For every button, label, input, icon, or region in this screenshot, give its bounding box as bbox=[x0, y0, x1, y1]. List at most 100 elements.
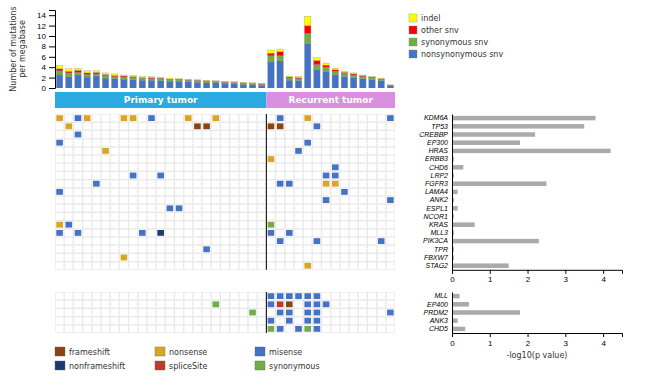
empty-cell bbox=[193, 180, 201, 187]
empty-cell bbox=[248, 238, 256, 245]
chart-container: 02468101214Number of mutationsper megaba… bbox=[0, 0, 650, 388]
empty-cell bbox=[74, 213, 82, 220]
mutation-cell bbox=[314, 293, 321, 299]
mutation-cell bbox=[213, 115, 220, 121]
empty-cell bbox=[74, 156, 82, 163]
empty-cell bbox=[377, 301, 385, 308]
empty-cell bbox=[248, 197, 256, 204]
empty-cell bbox=[258, 293, 266, 300]
empty-cell bbox=[267, 188, 275, 195]
empty-cell bbox=[267, 197, 275, 204]
empty-cell bbox=[230, 172, 238, 179]
empty-cell bbox=[193, 325, 201, 332]
empty-cell bbox=[221, 317, 229, 324]
legend-label: other snv bbox=[421, 26, 459, 35]
empty-cell bbox=[101, 262, 109, 269]
empty-cell bbox=[92, 309, 100, 316]
bar bbox=[139, 80, 145, 88]
empty-cell bbox=[368, 317, 376, 324]
empty-cell bbox=[267, 147, 275, 154]
empty-cell bbox=[350, 131, 358, 138]
bar bbox=[222, 81, 228, 83]
empty-cell bbox=[239, 172, 247, 179]
empty-cell bbox=[129, 238, 137, 245]
empty-cell bbox=[147, 293, 155, 300]
empty-cell bbox=[340, 221, 348, 228]
empty-cell bbox=[56, 325, 64, 332]
empty-cell bbox=[285, 188, 293, 195]
empty-cell bbox=[350, 246, 358, 253]
empty-cell bbox=[331, 317, 339, 324]
empty-cell bbox=[340, 115, 348, 122]
bar bbox=[194, 81, 200, 83]
legend-item: nonsynonymous snv bbox=[409, 50, 503, 59]
mutation-cell bbox=[268, 222, 275, 228]
mutation-cell bbox=[387, 310, 394, 316]
empty-cell bbox=[377, 115, 385, 122]
bar bbox=[249, 84, 255, 85]
empty-cell bbox=[193, 172, 201, 179]
x-axis: 01234 bbox=[450, 333, 622, 348]
empty-cell bbox=[377, 254, 385, 261]
y-tick: CREBBP bbox=[419, 131, 452, 138]
empty-cell bbox=[157, 293, 165, 300]
bar bbox=[157, 81, 163, 88]
empty-cell bbox=[294, 147, 302, 154]
empty-cell bbox=[147, 197, 155, 204]
bar bbox=[268, 62, 274, 88]
bar bbox=[194, 79, 200, 81]
empty-cell bbox=[230, 309, 238, 316]
empty-cell bbox=[65, 164, 73, 171]
mutation-cell bbox=[277, 326, 284, 332]
empty-cell bbox=[304, 213, 312, 220]
empty-cell bbox=[129, 229, 137, 236]
empty-cell bbox=[83, 301, 91, 308]
empty-cell bbox=[230, 262, 238, 269]
group-band-rect bbox=[55, 92, 266, 108]
empty-cell bbox=[193, 156, 201, 163]
mutation-cell bbox=[387, 115, 394, 121]
empty-cell bbox=[184, 293, 192, 300]
bar bbox=[314, 60, 320, 64]
empty-cell bbox=[350, 213, 358, 220]
bar bbox=[369, 80, 375, 88]
empty-cell bbox=[239, 221, 247, 228]
empty-cell bbox=[65, 246, 73, 253]
empty-cell bbox=[304, 115, 312, 122]
empty-cell bbox=[111, 325, 119, 332]
empty-cell bbox=[203, 246, 211, 253]
bar bbox=[369, 77, 375, 79]
legend-label: synonymous snv bbox=[421, 38, 488, 47]
empty-cell bbox=[239, 164, 247, 171]
empty-cell bbox=[267, 317, 275, 324]
empty-cell bbox=[193, 139, 201, 146]
empty-cell bbox=[239, 147, 247, 154]
empty-cell bbox=[239, 213, 247, 220]
x-axis: 01234 bbox=[450, 270, 622, 285]
mutation-cell bbox=[167, 205, 174, 211]
empty-cell bbox=[294, 188, 302, 195]
empty-cell bbox=[120, 147, 128, 154]
pvalue-bar bbox=[452, 302, 469, 307]
empty-cell bbox=[368, 293, 376, 300]
empty-cell bbox=[276, 188, 284, 195]
empty-cell bbox=[83, 139, 91, 146]
empty-cell bbox=[65, 205, 73, 212]
empty-cell bbox=[92, 325, 100, 332]
tick-label: 12 bbox=[37, 22, 46, 31]
empty-cell bbox=[120, 246, 128, 253]
mutation-cell bbox=[277, 293, 284, 299]
empty-cell bbox=[212, 164, 220, 171]
empty-cell bbox=[340, 238, 348, 245]
empty-cell bbox=[74, 301, 82, 308]
empty-cell bbox=[350, 147, 358, 154]
empty-cell bbox=[129, 197, 137, 204]
empty-cell bbox=[248, 293, 256, 300]
empty-cell bbox=[138, 205, 146, 212]
empty-cell bbox=[221, 147, 229, 154]
empty-cell bbox=[359, 317, 367, 324]
empty-cell bbox=[221, 246, 229, 253]
legend-swatch bbox=[255, 361, 265, 370]
empty-cell bbox=[157, 172, 165, 179]
legend-label: nonsynonymous snv bbox=[421, 50, 503, 59]
